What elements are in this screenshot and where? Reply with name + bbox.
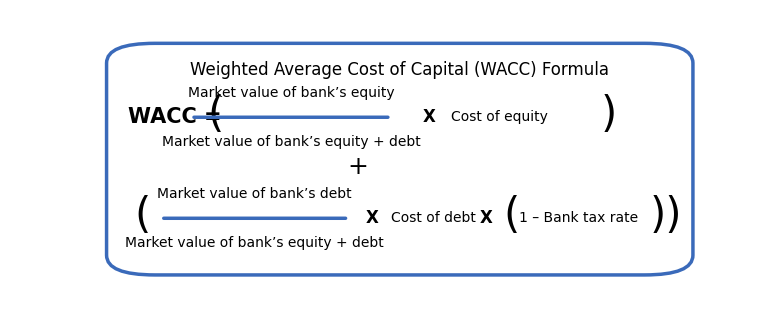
Text: Cost of equity: Cost of equity	[451, 110, 548, 124]
Text: WACC =: WACC =	[128, 107, 222, 127]
Text: (: (	[503, 195, 519, 237]
Text: (: (	[207, 94, 224, 136]
Text: X: X	[480, 209, 493, 227]
Text: +: +	[347, 155, 368, 179]
Text: )): ))	[650, 195, 682, 237]
Text: (: (	[135, 195, 151, 237]
Text: Weighted Average Cost of Capital (WACC) Formula: Weighted Average Cost of Capital (WACC) …	[190, 60, 609, 79]
FancyBboxPatch shape	[107, 43, 693, 275]
Text: Market value of bank’s equity: Market value of bank’s equity	[188, 86, 394, 100]
Text: Cost of debt: Cost of debt	[391, 211, 476, 225]
Text: X: X	[366, 209, 379, 227]
Text: 1 – Bank tax rate: 1 – Bank tax rate	[519, 211, 637, 225]
Text: X: X	[422, 108, 435, 126]
Text: Market value of bank’s equity + debt: Market value of bank’s equity + debt	[126, 236, 384, 250]
Text: Market value of bank’s debt: Market value of bank’s debt	[158, 187, 352, 201]
Text: ): )	[600, 94, 616, 136]
Text: Market value of bank’s equity + debt: Market value of bank’s equity + debt	[161, 135, 420, 149]
